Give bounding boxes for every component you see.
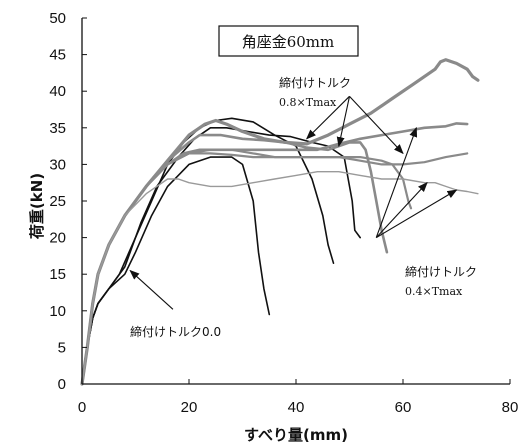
annotation-arrow — [375, 126, 418, 238]
y-tick-label: 20 — [49, 230, 66, 247]
annotation-label: 締付けトルク — [405, 264, 477, 279]
y-tick-label: 35 — [49, 120, 66, 137]
annotation-arrow — [349, 95, 404, 155]
tick-layer: 0 5 10 15 20 25 30 35 40 45 50 0 20 40 60 80 — [49, 10, 518, 416]
annotation-arrow — [375, 189, 458, 239]
annotation-label: 締付けトルク — [279, 75, 351, 90]
y-tick-label: 40 — [49, 83, 66, 100]
series-line-1 — [81, 156, 271, 385]
annotation-arrow — [129, 269, 174, 310]
annotation-arrow — [305, 95, 350, 140]
y-tick-label: 5 — [58, 339, 66, 356]
annotation-arrow — [336, 96, 351, 148]
series-line-3 — [81, 127, 361, 385]
y-axis-title: 荷重(kN) — [28, 173, 46, 239]
y-tick-label: 25 — [49, 193, 66, 210]
y-tick-label: 15 — [49, 266, 66, 283]
series-line-6 — [80, 122, 469, 386]
y-tick-label: 10 — [49, 303, 66, 320]
y-tick-label: 45 — [49, 47, 66, 64]
y-tick-label: 0 — [58, 376, 66, 393]
annotation-sublabel: 0.4×Tmax — [405, 285, 463, 298]
title-box: 角座金60mm — [218, 25, 359, 57]
series-line-7 — [80, 148, 413, 386]
annotation-sublabel: 0.8×Tmax — [279, 96, 337, 109]
x-tick-label: 0 — [78, 399, 86, 416]
x-tick-label: 60 — [395, 399, 412, 416]
annotation-label: 締付けトルク0.0 — [130, 324, 221, 339]
y-tick-label: 50 — [49, 10, 66, 27]
title-frame — [218, 25, 359, 57]
y-tick-label: 30 — [49, 156, 66, 173]
series-layer — [80, 58, 480, 386]
annotation-layer: 締付けトルク 0.8×Tmax 締付けトルク 0.4×Tmax 締付けトルク0.0 — [129, 75, 477, 339]
chart-title: 角座金60mm — [242, 33, 335, 51]
x-tick-label: 80 — [502, 399, 519, 416]
annotation-arrow — [375, 181, 428, 238]
x-tick-label: 20 — [181, 399, 198, 416]
series-line-9 — [81, 171, 479, 385]
x-axis-title: すべり量(mm) — [244, 426, 348, 444]
x-tick-label: 40 — [288, 399, 305, 416]
